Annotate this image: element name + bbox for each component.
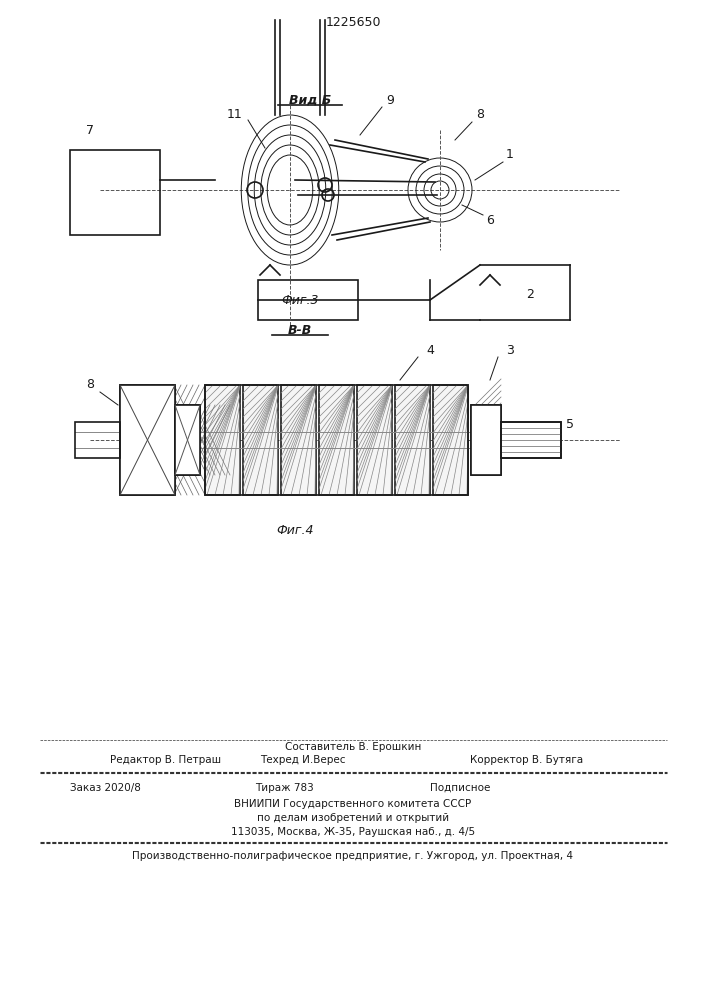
Text: Техред И.Верес: Техред И.Верес [260, 755, 346, 765]
Text: Производственно-полиграфическое предприятие, г. Ужгород, ул. Проектная, 4: Производственно-полиграфическое предприя… [132, 851, 573, 861]
Text: 1: 1 [506, 148, 514, 161]
Text: 3: 3 [506, 344, 514, 357]
Bar [205, 385, 240, 495]
Bar [205, 385, 468, 495]
Text: 2: 2 [526, 288, 534, 302]
Bar [120, 385, 175, 495]
Text: В-В: В-В [288, 324, 312, 336]
Bar [175, 405, 200, 475]
Bar [501, 422, 561, 458]
Text: Заказ 2020/8: Заказ 2020/8 [70, 783, 141, 793]
Text: 11: 11 [227, 108, 243, 121]
Bar [319, 385, 354, 495]
Bar [75, 422, 120, 458]
Text: Фиг.4: Фиг.4 [276, 524, 314, 536]
Text: 4: 4 [426, 344, 434, 357]
Bar [281, 385, 316, 495]
Bar [120, 385, 175, 495]
Text: 113035, Москва, Ж-35, Раушская наб., д. 4/5: 113035, Москва, Ж-35, Раушская наб., д. … [231, 827, 475, 837]
Text: Фиг.3: Фиг.3 [281, 294, 319, 306]
Bar [471, 405, 501, 475]
Text: 6: 6 [486, 214, 494, 227]
Bar [120, 385, 175, 495]
Bar [243, 385, 278, 495]
Text: 9: 9 [386, 94, 394, 106]
Bar [205, 385, 468, 495]
Text: ВНИИПИ Государственного комитета СССР: ВНИИПИ Государственного комитета СССР [235, 799, 472, 809]
Bar [501, 422, 561, 458]
Bar [258, 280, 358, 320]
Text: 8: 8 [476, 108, 484, 121]
Bar [175, 405, 200, 475]
Bar [433, 385, 468, 495]
Text: Тираж 783: Тираж 783 [255, 783, 314, 793]
Text: 7: 7 [86, 123, 94, 136]
Text: Редактор В. Петраш: Редактор В. Петраш [110, 755, 221, 765]
Text: 1225650: 1225650 [325, 15, 381, 28]
Text: 5: 5 [566, 418, 574, 432]
Bar [471, 405, 501, 475]
Text: 8: 8 [86, 378, 94, 391]
Bar [175, 405, 200, 475]
Bar [357, 385, 392, 495]
Bar [70, 150, 160, 235]
Text: Подписное: Подписное [430, 783, 491, 793]
Text: Вид Б: Вид Б [289, 94, 331, 106]
Text: по делам изобретений и открытий: по делам изобретений и открытий [257, 813, 449, 823]
Bar [395, 385, 430, 495]
Text: Корректор В. Бутяга: Корректор В. Бутяга [470, 755, 583, 765]
Bar [471, 405, 501, 475]
Text: Составитель В. Ерошкин: Составитель В. Ерошкин [285, 742, 421, 752]
